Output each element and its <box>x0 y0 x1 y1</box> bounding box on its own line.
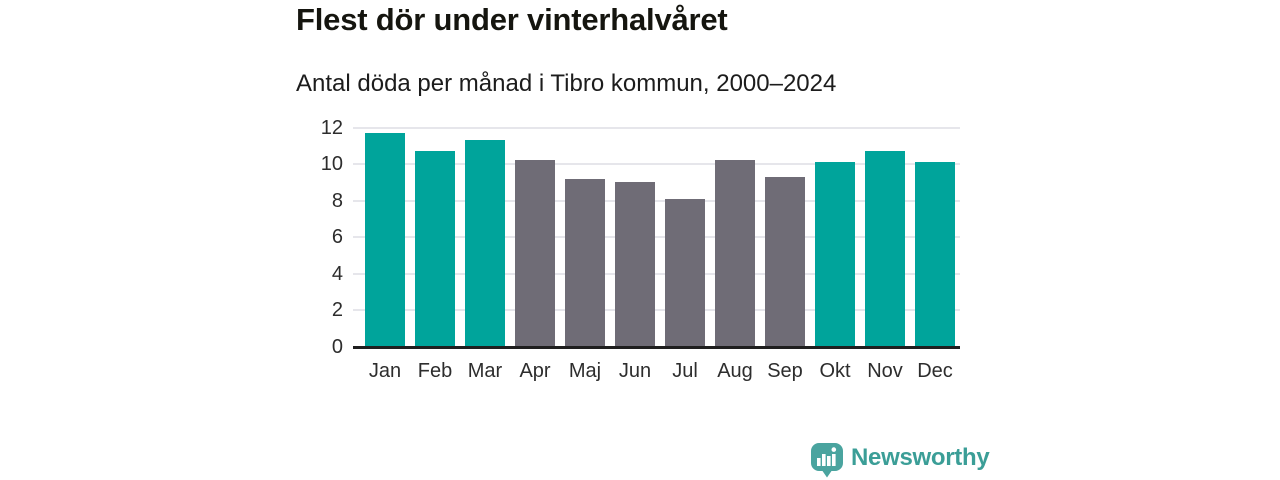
y-tick-label-4: 4 <box>331 262 343 285</box>
bar-apr <box>515 160 555 347</box>
y-tick-label-12: 12 <box>320 116 343 139</box>
x-tick-label-mar: Mar <box>467 359 503 382</box>
bar-mar <box>465 140 505 347</box>
x-tick-label-dec: Dec <box>917 359 953 382</box>
bar-aug <box>715 160 755 347</box>
bar-jan <box>365 132 405 347</box>
bar-jul <box>665 198 705 347</box>
x-tick-label-jun: Jun <box>618 359 652 382</box>
y-tick-label-0: 0 <box>331 335 343 358</box>
y-tick-label-10: 10 <box>320 153 343 175</box>
x-axis-line <box>353 345 960 349</box>
brand-footer: Newsworthy <box>810 443 990 478</box>
bar-sep <box>765 176 805 347</box>
chart-title: Flest dör under vinterhalvåret <box>296 2 728 37</box>
gridline-8 <box>353 199 960 202</box>
y-tick-label-8: 8 <box>331 189 343 212</box>
gridline-12 <box>353 126 960 129</box>
chart-subtitle: Antal döda per månad i Tibro kommun, 200… <box>296 70 837 97</box>
x-tick-label-feb: Feb <box>417 359 453 382</box>
newsworthy-logo-icon <box>811 443 843 478</box>
bar-maj <box>565 178 605 347</box>
x-tick-label-maj: Maj <box>568 359 602 382</box>
x-tick-label-jan: Jan <box>368 359 402 382</box>
gridline-4 <box>353 272 960 275</box>
x-tick-label-aug: Aug <box>717 359 753 382</box>
y-tick-label-2: 2 <box>331 299 343 321</box>
bar-feb <box>415 151 455 347</box>
y-tick-label-6: 6 <box>331 226 343 248</box>
gridline-2 <box>353 309 960 311</box>
x-tick-label-sep: Sep <box>767 359 803 382</box>
gridline-10 <box>353 163 960 165</box>
x-tick-label-nov: Nov <box>867 359 903 382</box>
bar-okt <box>815 162 855 347</box>
newsworthy-brand-text: Newsworthy <box>851 444 990 471</box>
bar-jun <box>615 182 655 347</box>
gridline-6 <box>353 236 960 238</box>
bar-nov <box>865 151 905 347</box>
bar-dec <box>915 162 955 347</box>
x-tick-label-okt: Okt <box>819 359 851 382</box>
x-tick-label-apr: Apr <box>519 359 551 382</box>
x-tick-label-jul: Jul <box>672 359 698 382</box>
